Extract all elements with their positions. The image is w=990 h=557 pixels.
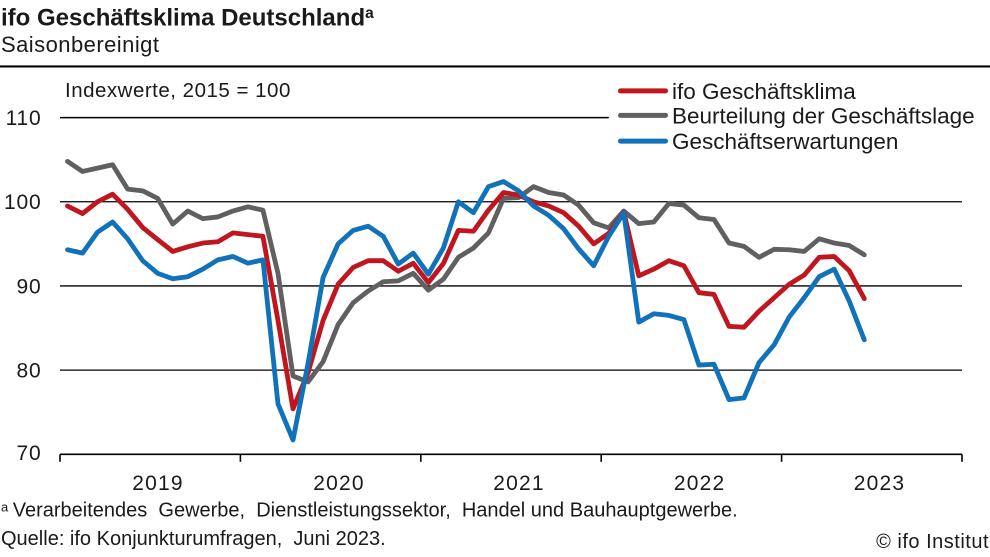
svg-text:2022: 2022 <box>674 472 726 495</box>
svg-text:2019: 2019 <box>132 472 184 495</box>
svg-text:2023: 2023 <box>854 472 906 495</box>
svg-text:Geschäftserwartungen: Geschäftserwartungen <box>672 129 898 154</box>
svg-text:© ifo Institut: © ifo Institut <box>876 531 989 553</box>
svg-text:Quelle: ifo Konjunkturumfragen: Quelle: ifo Konjunkturumfragen, Juni 202… <box>1 528 386 550</box>
svg-text:Saisonbereinigt: Saisonbereinigt <box>1 32 159 57</box>
svg-text:80: 80 <box>17 360 42 383</box>
svg-text:2021: 2021 <box>493 472 545 495</box>
svg-text:ifo Geschäftsklima Deutschland: ifo Geschäftsklima Deutschlanda <box>1 5 374 32</box>
svg-text:2020: 2020 <box>313 472 365 495</box>
svg-text:110: 110 <box>6 107 42 130</box>
svg-text:100: 100 <box>4 191 41 214</box>
svg-text:Indexwerte, 2015 = 100: Indexwerte, 2015 = 100 <box>65 79 291 102</box>
svg-text:70: 70 <box>17 442 42 465</box>
svg-text:Beurteilung der Geschäftslage: Beurteilung der Geschäftslage <box>672 103 975 128</box>
svg-text:90: 90 <box>17 275 42 298</box>
svg-text:ifo Geschäftsklima: ifo Geschäftsklima <box>672 79 856 104</box>
